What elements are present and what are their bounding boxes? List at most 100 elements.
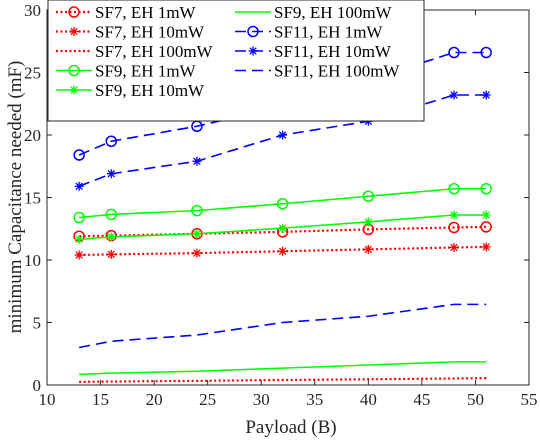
legend-item-5: SF9, EH 100mW [235,3,393,22]
data-point-s1-6-stroke-3 [482,243,490,251]
data-point-s4-0 [74,234,84,244]
x-tick-label-3: 25 [199,390,216,409]
x-tick-label-7: 45 [413,390,430,409]
legend-box [47,0,425,122]
data-point-s7-0 [74,181,84,191]
data-point-s7-6 [481,90,491,100]
data-point-s4-6-stroke-3 [482,211,490,219]
data-point-s7-5-stroke-3 [450,91,458,99]
y-tick-label-0: 0 [33,376,42,395]
legend-swatch-marker-3 [68,64,80,77]
data-point-s1-2-stroke-3 [193,249,201,257]
data-point-s4-5 [449,210,459,220]
series-line-3 [79,187,487,219]
data-point-s4-4-stroke-3 [364,218,373,226]
series-4 [74,210,491,244]
legend-label-2: SF7, EH 100mW [95,42,214,61]
y-tick-label-2: 10 [24,251,41,270]
data-point-s1-1-stroke-3 [107,250,116,259]
legend-item-1: SF7, EH 10mW [56,23,205,42]
data-point-s1-3-stroke-3 [278,247,287,256]
series-line-2 [79,377,487,383]
legend-swatch-marker-0 [68,6,80,18]
data-point-s1-2 [192,248,202,258]
y-tick-label-1: 5 [33,314,42,333]
legend-swatch-marker-7 [248,46,258,56]
legend-swatch-marker-4 [69,85,79,95]
legend-swatch-marker-6 [247,25,259,38]
legend-swatch-marker-4-stroke-3 [70,86,78,94]
data-point-s4-1 [106,232,116,242]
data-point-s4-6 [481,210,491,220]
legend-label-4: SF9, EH 10mW [95,81,205,100]
data-point-s7-3 [278,130,288,140]
series-3 [73,183,492,224]
data-point-s3-4 [362,190,375,202]
x-tick-label-1: 15 [92,390,109,409]
series-1 [74,242,491,260]
data-point-s6-1 [105,135,118,147]
data-point-s1-5-stroke-3 [450,243,458,252]
series-line-8 [78,303,487,349]
data-point-s7-6-stroke-3 [482,91,490,99]
data-point-s4-1-stroke-3 [107,233,116,241]
legend-swatch-marker-7-stroke-3 [249,47,257,55]
data-point-s7-5 [449,90,459,100]
series-line-5 [79,361,487,376]
data-point-s7-2 [192,156,202,166]
data-point-s3-0 [73,211,85,224]
data-point-s6-6 [480,46,492,59]
data-point-s0-5 [448,221,460,234]
data-point-s6-5 [448,46,460,59]
legend-swatch-marker-1-stroke-3 [70,27,78,36]
legend-swatch-marker-1 [69,27,79,36]
data-point-s4-5-stroke-3 [450,211,458,219]
x-tick-label-4: 30 [253,390,270,409]
legend-label-7: SF11, EH 10mW [274,42,392,61]
data-point-s1-6 [481,242,491,252]
legend-item-4: SF9, EH 10mW [56,81,205,100]
x-tick-label-6: 40 [360,390,377,409]
legend-label-8: SF11, EH 100mW [274,62,400,81]
data-point-s1-5 [449,243,459,252]
data-point-s4-3 [278,223,288,233]
data-point-s3-3 [276,198,289,210]
x-tick-label-0: 10 [39,390,56,409]
data-point-s3-5 [448,183,460,195]
x-tick-label-2: 20 [146,390,163,409]
x-tick-label-8: 50 [467,390,484,409]
data-point-s4-0-stroke-3 [75,235,83,244]
data-point-s7-0-stroke-3 [75,182,83,191]
data-point-s3-6 [480,183,492,195]
data-point-s0-6 [480,221,492,233]
data-point-s1-0-stroke-3 [75,251,83,259]
data-point-s3-2 [191,204,203,217]
legend-label-5: SF9, EH 100mW [274,3,393,22]
legend-item-3: SF9, EH 1mW [56,62,197,81]
data-point-s3-1 [105,208,118,221]
series-5 [79,361,487,376]
legend-item-7: SF11, EH 10mW [235,42,392,61]
series-8 [78,303,487,349]
x-tick-label-5: 35 [306,390,323,409]
data-point-s1-0 [74,250,84,260]
data-point-s4-2 [192,229,202,239]
x-axis-label: Payload (B) [245,417,336,438]
data-point-s1-4-stroke-3 [364,245,373,254]
data-point-s7-1-stroke-3 [107,169,116,178]
legend-label-1: SF7, EH 10mW [95,23,205,42]
data-point-s1-4 [363,244,373,254]
y-tick-label-4: 20 [24,126,41,145]
series-2 [79,377,487,383]
data-point-s4-2-stroke-3 [193,229,201,238]
legend-label-0: SF7, EH 1mW [95,3,197,22]
data-point-s7-1 [106,169,116,179]
y-tick-label-3: 15 [24,189,41,208]
data-point-s1-1 [106,249,116,259]
y-axis-label: minimum Capacitance needed (mF) [5,61,26,334]
legend-item-2: SF7, EH 100mW [56,42,214,61]
legend-label-3: SF9, EH 1mW [95,62,197,81]
x-tick-label-9: 55 [521,390,538,409]
